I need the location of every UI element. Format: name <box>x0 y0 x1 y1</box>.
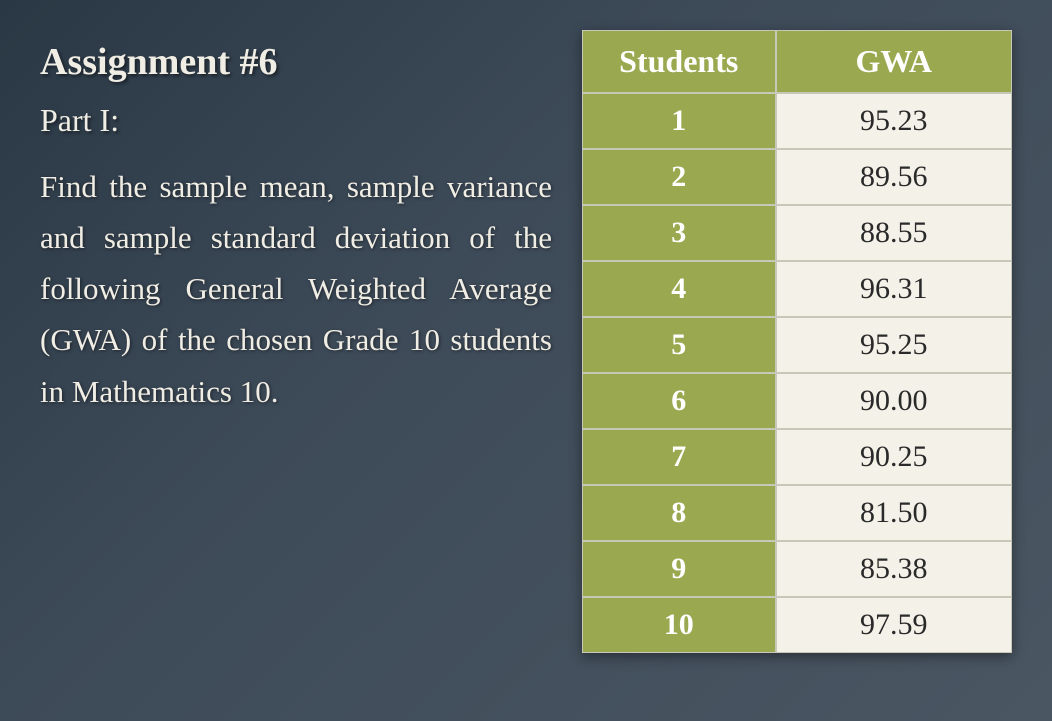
cell-gwa: 89.56 <box>776 149 1013 205</box>
cell-student: 6 <box>582 373 776 429</box>
table-row: 4 96.31 <box>582 261 1012 317</box>
cell-student: 3 <box>582 205 776 261</box>
cell-gwa: 97.59 <box>776 597 1013 653</box>
cell-student: 9 <box>582 541 776 597</box>
table-row: 10 97.59 <box>582 597 1012 653</box>
cell-gwa: 96.31 <box>776 261 1013 317</box>
table-row: 6 90.00 <box>582 373 1012 429</box>
cell-student: 7 <box>582 429 776 485</box>
cell-gwa: 85.38 <box>776 541 1013 597</box>
cell-gwa: 95.23 <box>776 93 1013 149</box>
table-row: 3 88.55 <box>582 205 1012 261</box>
cell-student: 2 <box>582 149 776 205</box>
cell-gwa: 81.50 <box>776 485 1013 541</box>
text-column: Assignment #6 Part I: Find the sample me… <box>40 30 582 701</box>
cell-student: 1 <box>582 93 776 149</box>
table-row: 1 95.23 <box>582 93 1012 149</box>
table-row: 7 90.25 <box>582 429 1012 485</box>
cell-gwa: 90.00 <box>776 373 1013 429</box>
table-header-row: Students GWA <box>582 30 1012 93</box>
table-row: 5 95.25 <box>582 317 1012 373</box>
part-subtitle: Part I: <box>40 102 552 139</box>
cell-gwa: 90.25 <box>776 429 1013 485</box>
col-header-gwa: GWA <box>776 30 1013 93</box>
table-row: 9 85.38 <box>582 541 1012 597</box>
table-row: 2 89.56 <box>582 149 1012 205</box>
instructions-text: Find the sample mean, sample variance an… <box>40 161 552 417</box>
assignment-title: Assignment #6 <box>40 40 552 84</box>
cell-student: 10 <box>582 597 776 653</box>
cell-gwa: 95.25 <box>776 317 1013 373</box>
table-row: 8 81.50 <box>582 485 1012 541</box>
slide-container: Assignment #6 Part I: Find the sample me… <box>0 0 1052 721</box>
cell-gwa: 88.55 <box>776 205 1013 261</box>
col-header-students: Students <box>582 30 776 93</box>
gwa-table: Students GWA 1 95.23 2 89.56 3 88.55 <box>582 30 1012 653</box>
cell-student: 5 <box>582 317 776 373</box>
cell-student: 4 <box>582 261 776 317</box>
table-body: 1 95.23 2 89.56 3 88.55 4 96.31 5 95.2 <box>582 93 1012 653</box>
cell-student: 8 <box>582 485 776 541</box>
table-column: Students GWA 1 95.23 2 89.56 3 88.55 <box>582 30 1012 701</box>
